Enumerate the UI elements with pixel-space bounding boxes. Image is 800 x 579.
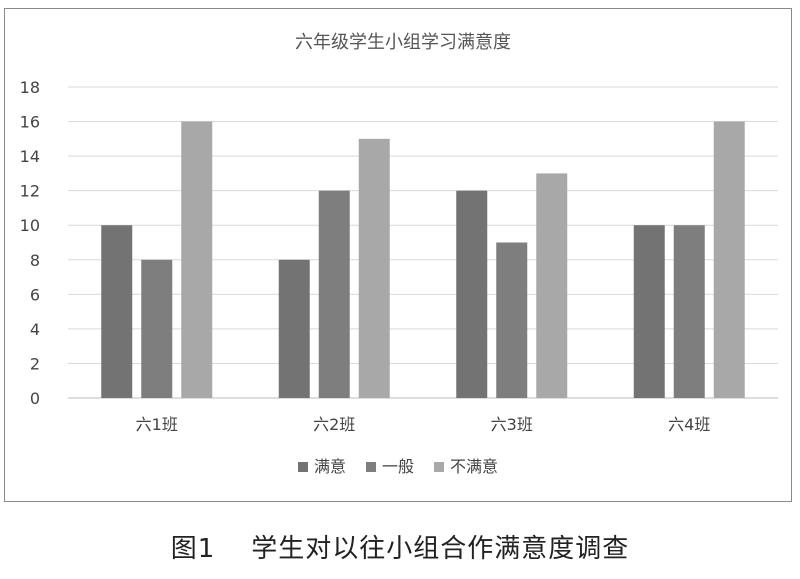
caption-number: 图1 [170,534,216,564]
caption-text: 学生对以往小组合作满意度调查 [251,534,630,564]
y-tick-label: 0 [30,389,40,408]
bar [713,121,745,399]
legend-swatch [298,462,308,472]
x-tick-label: 六1班 [136,415,178,434]
bar [633,225,665,398]
bar [456,190,488,398]
figure-caption: 图1 学生对以往小组合作满意度调查 [0,528,800,565]
legend-label: 满意 [314,457,346,476]
y-tick-label: 2 [30,354,40,373]
gridlines [68,86,778,399]
x-tick-label: 六3班 [491,415,533,434]
legend-swatch [434,462,444,472]
y-tick-label: 4 [30,320,40,339]
x-tick-label: 六2班 [313,415,355,434]
legend-label: 不满意 [450,457,498,476]
bar [536,173,568,398]
y-axis-ticks: 0 2 4 6 8 10 12 14 16 18 [20,78,40,408]
bar [673,225,705,398]
y-tick-label: 6 [30,285,40,304]
legend-item: 不满意 [434,457,498,476]
chart-title: 六年级学生小组学习满意度 [295,32,511,53]
bars [101,121,745,399]
y-tick-label: 14 [20,147,40,166]
x-axis-ticks: 六1班 六2班 六3班 六4班 [136,415,711,434]
bar [141,259,173,398]
bar [358,138,390,399]
legend-swatch [366,462,376,472]
bar [278,259,310,398]
y-tick-label: 16 [20,113,40,132]
y-tick-label: 10 [20,216,40,235]
legend: 满意 一般 不满意 [298,457,498,476]
y-tick-label: 8 [30,251,40,270]
legend-label: 一般 [382,457,414,476]
legend-item: 满意 [298,457,346,476]
x-tick-label: 六4班 [668,415,710,434]
bar [496,242,528,398]
y-tick-label: 12 [20,182,40,201]
bar [101,225,133,398]
legend-item: 一般 [366,457,414,476]
bar [181,121,213,399]
bar [318,190,350,398]
y-tick-label: 18 [20,78,40,97]
